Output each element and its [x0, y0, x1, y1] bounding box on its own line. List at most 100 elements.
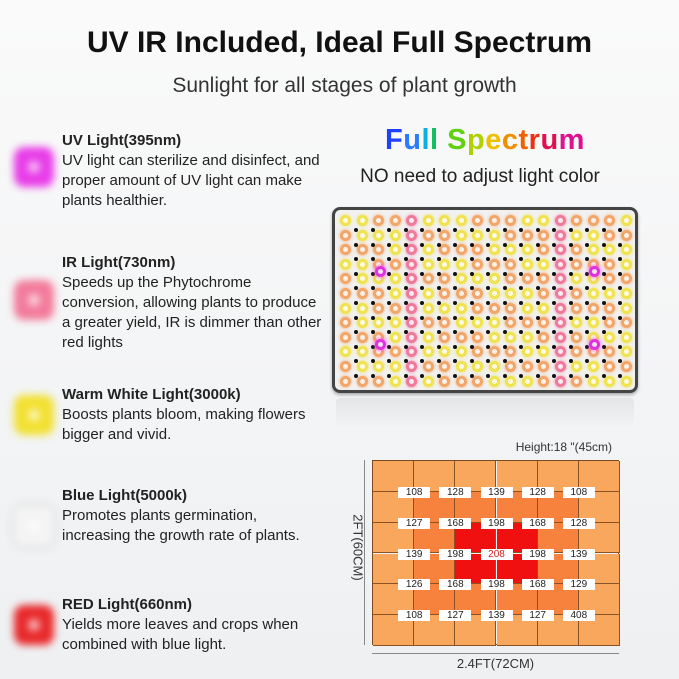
panel-hole [436, 286, 441, 291]
led [521, 273, 533, 285]
led [439, 288, 450, 299]
warm-white-light-icon [14, 395, 54, 435]
led [604, 302, 615, 314]
led [422, 331, 434, 343]
panel-hole [354, 344, 358, 349]
led [472, 302, 483, 314]
led [389, 346, 401, 358]
led [439, 346, 450, 358]
led [455, 317, 467, 329]
panel-hole [568, 271, 573, 276]
panel-hole [552, 330, 556, 335]
panel-hole [618, 315, 622, 320]
led [620, 215, 632, 226]
panel-hole [552, 286, 556, 291]
led [521, 258, 533, 270]
led [521, 375, 533, 387]
panel-hole [453, 359, 457, 364]
panel-hole [568, 315, 573, 320]
led [340, 317, 351, 329]
led [439, 375, 450, 387]
led [373, 361, 384, 372]
light-item-ir: IR Light(730nm) Speeds up the Phytochrome… [14, 253, 324, 353]
led [422, 288, 434, 299]
panel-hole [585, 286, 589, 291]
led [488, 215, 500, 226]
led [554, 273, 566, 285]
spectrum-subtitle: NO need to adjust light color [360, 166, 600, 187]
led [455, 273, 467, 285]
panel-hole [453, 374, 457, 378]
led [373, 244, 384, 256]
panel-hole [585, 374, 589, 378]
panel-hole [568, 301, 573, 305]
led [373, 273, 384, 285]
led [587, 244, 599, 256]
led [587, 215, 599, 226]
panel-hole [370, 359, 375, 364]
led [488, 361, 500, 372]
led [488, 346, 500, 358]
led [406, 288, 417, 299]
led [554, 288, 566, 299]
panel-hole [469, 257, 474, 262]
panel-hole [585, 257, 589, 262]
panel-hole [502, 344, 507, 349]
led [505, 258, 516, 270]
panel-hole [502, 359, 507, 364]
panel-hole [568, 344, 573, 349]
panel-hole [486, 242, 490, 247]
panel-hole [453, 242, 457, 247]
panel-hole [370, 330, 375, 335]
led [389, 244, 401, 256]
led [587, 375, 599, 387]
ppfd-value: 198 [480, 579, 513, 591]
panel-hole [535, 301, 540, 305]
led [373, 229, 384, 241]
led [389, 361, 401, 372]
led [472, 331, 483, 343]
panel-hole [502, 228, 507, 232]
panel-hole [618, 359, 622, 364]
panel-hole [370, 301, 375, 305]
led [472, 288, 483, 299]
led [587, 302, 599, 314]
panel-hole [601, 228, 606, 232]
panel-hole [387, 242, 391, 247]
panel-hole [519, 315, 523, 320]
panel-hole [535, 271, 540, 276]
ppfd-value: 198 [480, 517, 513, 529]
panel-hole [370, 315, 375, 320]
panel-hole [568, 242, 573, 247]
led [554, 375, 566, 387]
panel-hole [568, 374, 573, 378]
uv-led [375, 339, 386, 350]
light-desc: UV light can sterilize and disinfect, an… [62, 152, 320, 209]
led [340, 273, 351, 285]
panel-hole [535, 374, 540, 378]
panel-hole [601, 257, 606, 262]
title-letter: p [466, 124, 486, 156]
led [439, 244, 450, 256]
led [620, 244, 632, 256]
led [455, 346, 467, 358]
panel-hole [436, 330, 441, 335]
panel-hole [552, 257, 556, 262]
uv-led [375, 266, 386, 277]
panel-hole [601, 286, 606, 291]
panel-hole [585, 315, 589, 320]
panel-hole [453, 344, 457, 349]
led [340, 346, 351, 358]
led [538, 215, 549, 226]
led [554, 331, 566, 343]
led [455, 258, 467, 270]
ppfd-value: 127 [439, 610, 472, 622]
panel-hole [618, 242, 622, 247]
led [538, 331, 549, 343]
panel-hole [552, 228, 556, 232]
led [439, 361, 450, 372]
led [389, 273, 401, 285]
panel-hole [469, 359, 474, 364]
title-letter: m [558, 124, 585, 156]
led [406, 361, 417, 372]
